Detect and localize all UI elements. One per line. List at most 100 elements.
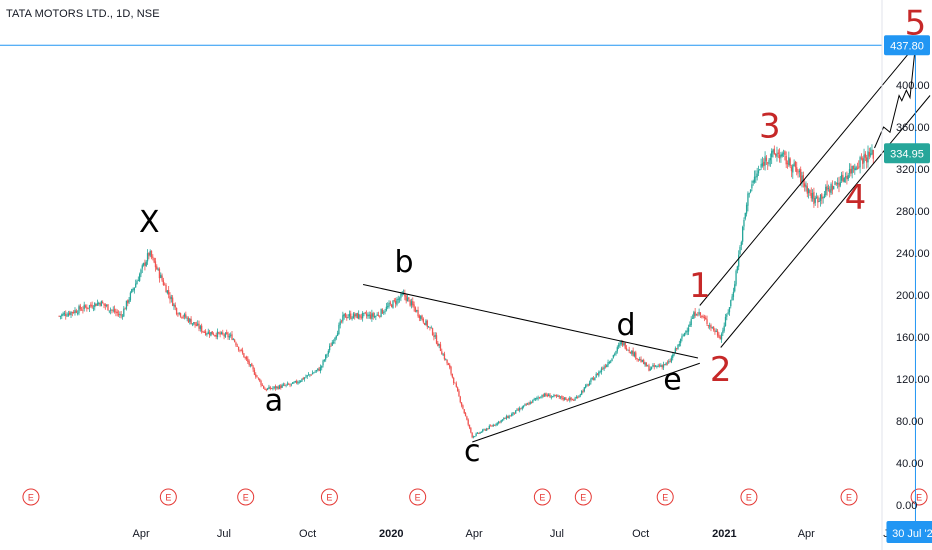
candle-body [182,316,184,318]
candle-body [424,322,426,326]
candle-body [183,314,186,317]
candle-body [846,176,848,180]
candle-body [326,354,328,356]
candle-body [274,386,277,389]
earnings-marker-label: E [662,493,668,503]
x-tick-label: Oct [299,528,316,540]
target-price-tag [884,35,930,56]
candle-body [584,385,587,388]
candle-body [282,384,285,386]
candle-body [512,412,514,415]
candle-body [73,311,75,313]
candle-body [774,153,777,156]
candle-body [458,391,460,397]
candle-body [714,330,716,333]
candle-body [744,212,746,219]
candle-body [301,378,303,382]
candle-body [509,415,512,417]
candle-body [198,323,200,329]
candle-body [769,158,772,161]
candle-body [343,313,345,317]
candle-body [377,314,380,316]
candle-body [244,357,246,358]
candle-body [249,364,252,366]
candle-body [191,323,194,325]
candle-body [664,364,666,365]
candle-body [292,382,294,384]
candle-body [413,304,415,308]
candle-body [186,317,188,319]
candle-body [104,304,106,307]
candle-body [297,382,299,384]
candle-body [703,316,706,319]
candle-body [702,315,704,318]
candle-body [743,219,745,227]
candle-body [135,283,137,288]
candle-body [339,321,341,326]
earnings-marker-label: E [846,493,852,503]
candle-body [855,166,857,170]
candle-body [693,312,695,319]
candle-body [83,304,85,309]
candle-body [102,301,104,304]
candle-body [847,175,849,180]
earnings-marker-4 [320,488,338,506]
candle-body [344,313,347,318]
candle-body [280,385,282,389]
candle-body [591,377,593,380]
earnings-marker-1 [22,488,40,506]
candle-body [380,308,382,317]
candle-body [293,382,295,384]
candle-body [850,168,852,174]
candle-body [654,365,657,367]
candle-body [661,365,663,368]
candle-body [253,369,256,375]
y-tick-label: 80.00 [896,416,924,428]
candle-body [128,299,130,303]
candle-body [263,385,265,389]
candle-body [603,366,605,370]
candle-body [730,300,732,307]
candle-body [768,160,770,165]
candle-body [749,189,752,193]
candle-body [207,331,209,334]
candle-body [391,304,393,308]
candle-body [691,318,694,319]
candle-body [179,313,182,317]
candle-body [648,365,650,371]
candle-body [299,381,302,383]
candle-body [567,399,570,401]
candle-body [255,374,257,377]
target-price-tag-label: 437.80 [890,40,924,52]
candle-body [327,350,329,354]
candle-body [136,281,138,285]
candle-body [74,310,76,314]
candle-body [277,386,279,389]
candle-body [587,384,589,386]
candle-body [497,421,500,423]
candle-body [417,309,419,317]
candle-body [240,349,242,351]
candle-body [650,366,653,369]
candle-body [416,310,418,312]
earnings-marker-8 [656,488,674,506]
candle-body [548,394,550,397]
x-tick-label: Apr [132,528,149,540]
candle-body [421,315,423,320]
earnings-marker-label: E [415,493,421,503]
candle-body [864,153,867,158]
candle-body [681,336,683,339]
candle-body [216,331,219,338]
candle-body [58,315,60,317]
last-price-tag-label: 334.95 [890,148,924,160]
trend-line-c-e-line [472,362,700,443]
candle-body [439,344,442,351]
candle-body [116,311,118,314]
candle-body [454,382,456,384]
candle-body [257,377,260,379]
candle-body [317,368,319,370]
candle-body [823,194,826,198]
candle-body [764,156,766,166]
candle-body [150,250,153,258]
